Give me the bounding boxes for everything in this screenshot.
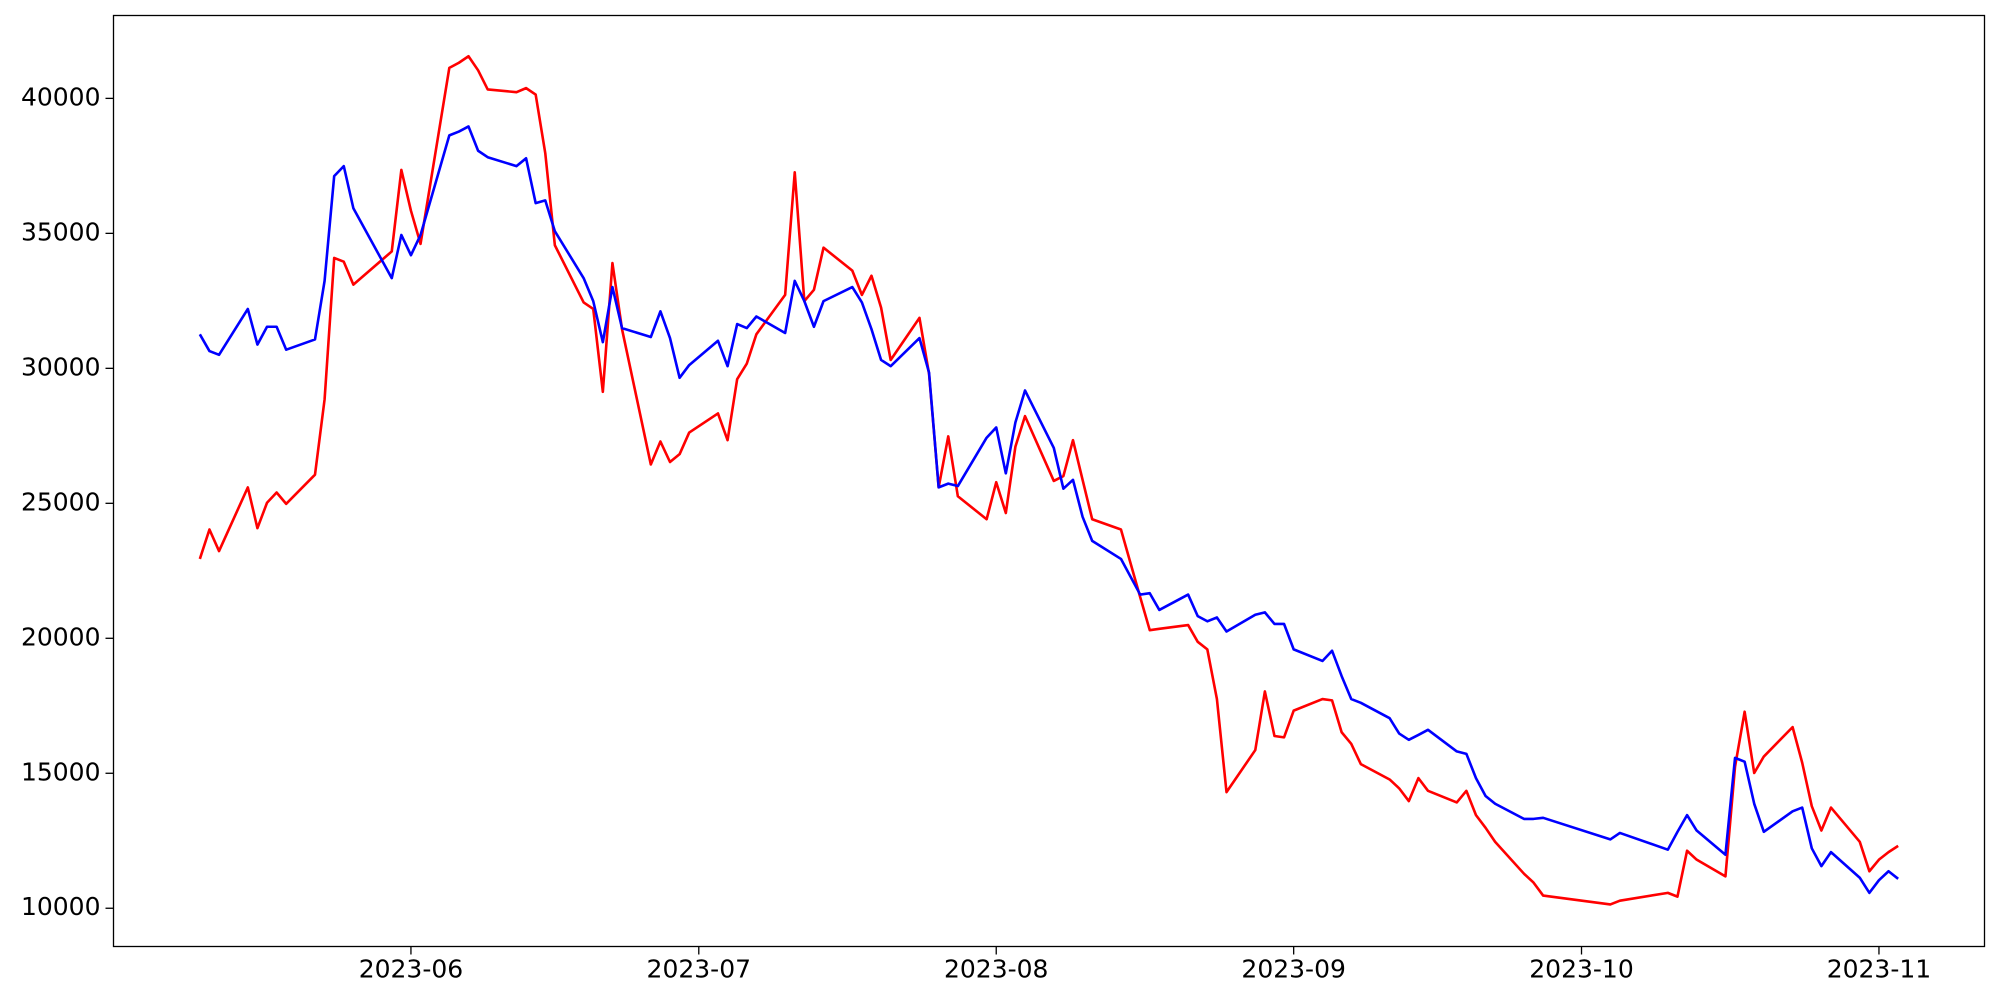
x-tick-label: 2023-07 — [647, 955, 751, 984]
x-tick-label: 2023-08 — [944, 955, 1048, 984]
y-tick-label: 20000 — [21, 622, 101, 651]
x-tick-label: 2023-06 — [359, 955, 463, 984]
y-tick-label: 25000 — [21, 487, 101, 516]
x-tick-label: 2023-11 — [1827, 955, 1931, 984]
data-line — [198, 125, 1899, 895]
data-line — [198, 54, 1899, 906]
y-tick-label: 40000 — [21, 82, 101, 111]
plot-frame — [112, 14, 1986, 948]
y-tick-label: 10000 — [21, 892, 101, 921]
x-tick-label: 2023-09 — [1241, 955, 1345, 984]
x-tick-label: 2023-10 — [1529, 955, 1633, 984]
y-tick-label: 30000 — [21, 352, 101, 381]
y-tick-label: 15000 — [21, 757, 101, 786]
y-tick-label: 35000 — [21, 217, 101, 246]
